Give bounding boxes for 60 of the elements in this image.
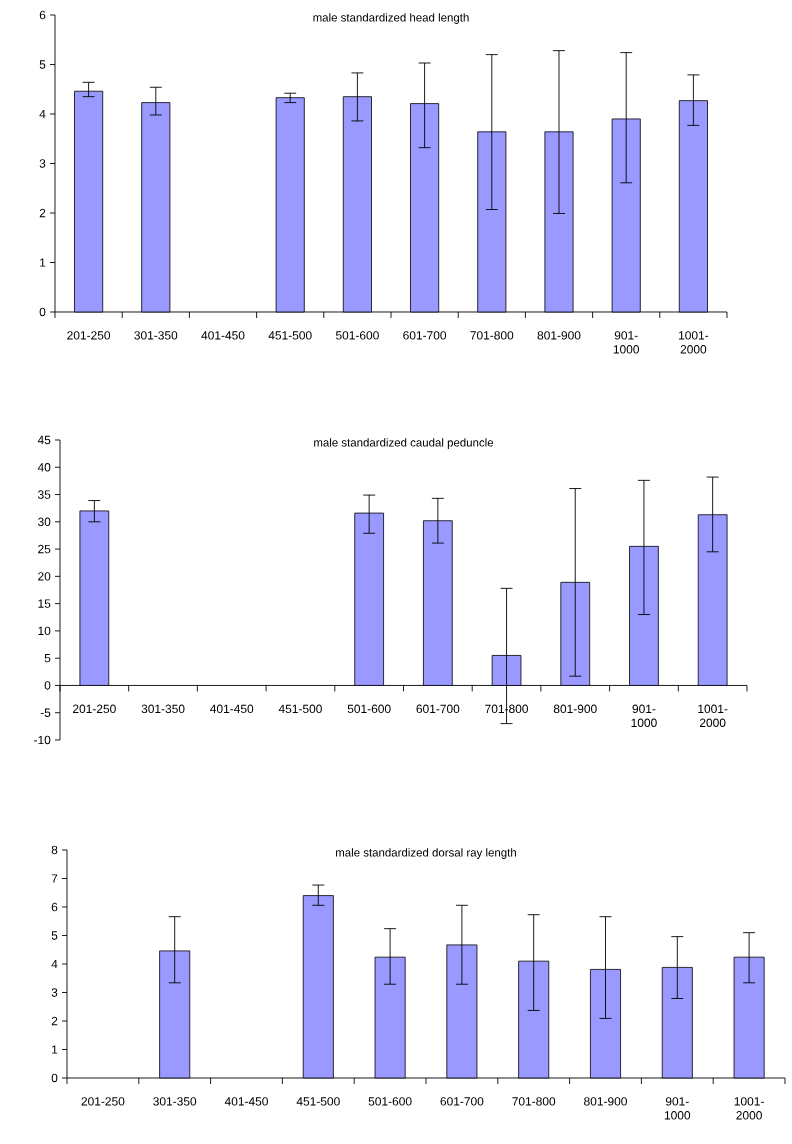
y-tick-label: 20	[38, 572, 51, 581]
y-tick-label: 45	[37, 435, 51, 445]
x-tick-label: 501-600	[347, 704, 391, 714]
y-tick-label: 8	[51, 845, 58, 855]
x-tick-label: 401-450	[210, 704, 254, 714]
x-tick-label: 451-500	[296, 1097, 340, 1106]
x-tick-label: 1001-2000	[679, 331, 709, 354]
x-tick-label: 801-900	[537, 331, 581, 340]
x-tick-label: 901-1000	[613, 331, 640, 354]
x-tick-label: 201-250	[81, 1097, 125, 1106]
x-tick-label: 901-1000	[631, 704, 657, 728]
x-tick-label: 301-350	[134, 331, 178, 340]
y-tick-label: 40	[37, 463, 51, 472]
y-tick-label: 1	[52, 1045, 58, 1054]
y-tick-label: 5	[39, 60, 46, 69]
y-tick-label: -10	[34, 735, 51, 745]
x-tick-label: 901-1000	[664, 1097, 691, 1120]
y-tick-label: 6	[39, 10, 46, 20]
x-tick-label: 1001-2000	[734, 1097, 764, 1120]
y-tick-label: 25	[38, 544, 51, 554]
y-tick-label: 3	[39, 159, 46, 168]
x-tick-label: 201-250	[67, 331, 111, 340]
x-tick-label: 501-600	[368, 1097, 412, 1106]
chart-title: male standardized caudal peduncle	[314, 438, 494, 449]
x-tick-label: 801-900	[553, 704, 597, 714]
y-tick-label: 0	[44, 681, 51, 690]
y-tick-label: 5	[51, 931, 58, 940]
x-tick-label: 451-500	[278, 704, 322, 714]
x-tick-label: 451-500	[268, 331, 312, 340]
x-tick-label: 601-700	[416, 704, 460, 714]
y-tick-label: 6	[51, 902, 58, 912]
x-tick-label: 601-700	[403, 331, 447, 340]
x-tick-label: 701-800	[512, 1097, 556, 1106]
x-tick-label: 501-600	[335, 331, 379, 340]
y-tick-label: 10	[38, 626, 51, 636]
y-tick-label: 2	[51, 1016, 58, 1026]
x-tick-label: 301-350	[153, 1097, 197, 1106]
x-tick-label: 701-800	[470, 331, 514, 340]
y-tick-label: 0	[39, 307, 46, 317]
y-tick-label: 3	[51, 988, 58, 997]
y-tick-label: 1	[40, 258, 46, 267]
y-tick-label: 4	[39, 109, 46, 119]
chart-title: male standardized head length	[313, 13, 469, 24]
x-tick-label: 601-700	[440, 1097, 484, 1106]
y-tick-label: 2	[39, 208, 46, 218]
x-tick-label: 401-450	[224, 1097, 268, 1106]
y-tick-label: 35	[37, 490, 51, 499]
y-tick-label: 30	[37, 517, 51, 527]
y-tick-label: 5	[44, 654, 51, 663]
y-tick-label: 7	[51, 874, 58, 883]
x-tick-label: 401-450	[201, 331, 245, 340]
y-tick-label: 0	[51, 1073, 58, 1083]
chart-title: male standardized dorsal ray length	[336, 848, 516, 859]
x-tick-label: 801-900	[584, 1097, 627, 1106]
y-tick-label: 15	[38, 599, 51, 608]
x-tick-label: 1001-2000	[698, 704, 728, 728]
y-tick-label: 4	[51, 959, 58, 969]
x-tick-label: 201-250	[73, 704, 116, 714]
x-tick-label: 301-350	[141, 704, 185, 714]
y-tick-label: -5	[40, 708, 51, 717]
